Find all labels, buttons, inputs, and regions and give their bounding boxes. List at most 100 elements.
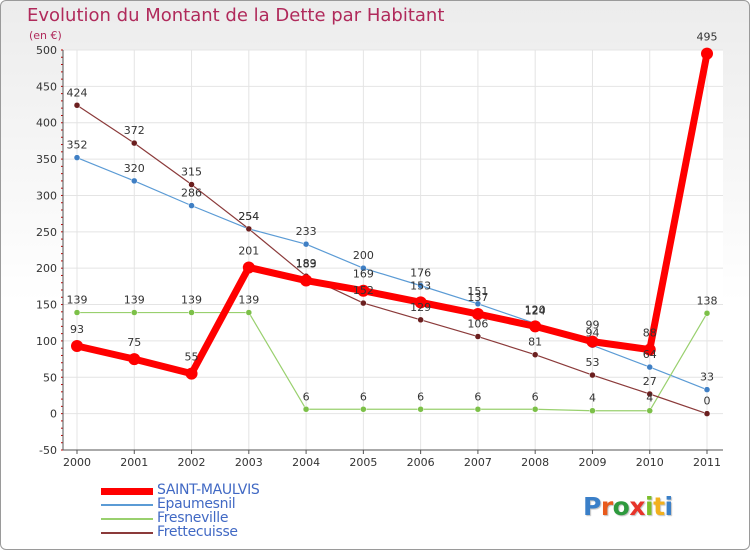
data-point <box>188 309 195 316</box>
data-label: 88 <box>643 327 657 340</box>
data-label: 139 <box>67 294 88 307</box>
data-point <box>646 390 653 398</box>
data-point <box>360 406 367 413</box>
data-point <box>71 340 83 352</box>
data-point <box>131 177 138 185</box>
y-tick-label: 0 <box>50 408 57 421</box>
data-point <box>302 240 310 248</box>
data-point <box>474 333 482 340</box>
data-point <box>589 407 596 414</box>
data-point <box>589 371 596 379</box>
data-point <box>245 225 253 233</box>
data-label: 176 <box>410 267 431 280</box>
data-point <box>245 309 253 316</box>
y-tick-label: 50 <box>43 371 57 384</box>
data-point <box>357 284 370 297</box>
data-label: 315 <box>181 166 202 179</box>
data-label: 106 <box>467 318 488 331</box>
logo-letter: P <box>583 492 601 521</box>
data-label: 129 <box>410 301 431 314</box>
data-point <box>73 102 81 109</box>
data-label: 169 <box>353 268 374 281</box>
legend-swatch <box>101 532 153 534</box>
data-label: 64 <box>643 348 657 361</box>
series-line <box>73 50 711 378</box>
data-label: 139 <box>181 294 202 307</box>
data-label: 137 <box>467 291 488 304</box>
data-point <box>417 316 424 324</box>
data-label: 0 <box>704 395 711 408</box>
data-label: 152 <box>353 284 374 297</box>
y-tick-label: 100 <box>36 335 57 348</box>
series-line <box>76 157 708 391</box>
data-point <box>703 386 711 393</box>
data-point <box>242 261 255 274</box>
data-point <box>646 363 653 371</box>
x-tick-label: 2006 <box>407 456 435 469</box>
x-tick-label: 2002 <box>178 456 206 469</box>
y-tick-label: 250 <box>36 226 57 239</box>
data-point <box>128 353 141 366</box>
data-label: 153 <box>410 279 431 292</box>
data-point <box>703 410 711 417</box>
data-label: 254 <box>238 210 259 223</box>
y-tick-label: 300 <box>36 189 57 202</box>
data-label: 6 <box>360 390 367 403</box>
data-point <box>531 351 539 358</box>
y-tick-label: 500 <box>36 44 57 57</box>
data-label: 81 <box>528 336 542 349</box>
y-tick-label: 450 <box>36 80 57 93</box>
legend-swatch <box>101 504 153 506</box>
data-label: 124 <box>525 304 546 317</box>
data-label: 4 <box>589 392 596 405</box>
y-axis-unit: (en €) <box>29 29 62 42</box>
x-tick-label: 2010 <box>636 456 664 469</box>
data-point <box>131 139 138 147</box>
data-point <box>360 264 367 272</box>
chart-title: Evolution du Montant de la Dette par Hab… <box>27 5 445 26</box>
data-label: 286 <box>181 187 202 200</box>
data-label: 27 <box>643 375 657 388</box>
data-label: 94 <box>585 326 599 339</box>
data-label: 254 <box>238 210 259 223</box>
data-point <box>471 308 484 320</box>
data-point <box>646 407 653 414</box>
data-label: 138 <box>697 294 718 307</box>
data-label: 352 <box>67 139 88 152</box>
data-label: 201 <box>238 244 259 257</box>
data-label: 200 <box>353 249 374 262</box>
data-point <box>586 335 599 348</box>
data-point <box>703 310 711 317</box>
data-label: 99 <box>585 319 599 332</box>
logo-letter: o <box>612 492 630 521</box>
data-label: 120 <box>525 303 546 316</box>
data-point <box>131 309 138 316</box>
data-point <box>414 296 427 309</box>
y-tick-label: 150 <box>36 299 57 312</box>
data-point <box>531 406 539 413</box>
logo-letter: i <box>645 492 654 521</box>
plot-area <box>63 50 723 450</box>
data-point <box>302 406 310 413</box>
data-label: 139 <box>238 294 259 307</box>
data-label: 55 <box>185 351 199 364</box>
legend-label: Epaumesnil <box>157 496 236 512</box>
data-point <box>188 202 195 209</box>
data-label: 93 <box>70 323 84 336</box>
data-label: 495 <box>697 31 718 44</box>
data-point <box>474 406 482 413</box>
logo-letter: t <box>653 492 665 521</box>
logo-letter: r <box>600 492 613 521</box>
data-label: 139 <box>124 294 145 307</box>
data-point <box>360 299 367 307</box>
proxiti-logo: Proxiti <box>583 492 673 521</box>
data-point <box>643 343 656 356</box>
data-label: 424 <box>67 86 88 99</box>
data-point <box>73 154 81 161</box>
x-tick-label: 2004 <box>292 456 320 469</box>
data-label: 151 <box>467 285 488 298</box>
legend-label: Frettecuisse <box>157 524 238 540</box>
x-tick-label: 2001 <box>120 456 148 469</box>
y-tick-label: 350 <box>36 153 57 166</box>
